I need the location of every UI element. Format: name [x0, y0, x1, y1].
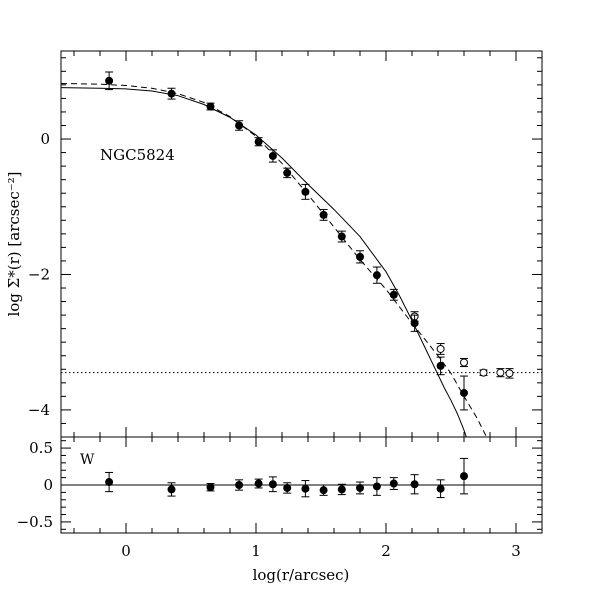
- y-tick-label: 0: [43, 476, 53, 494]
- x-axis-label: log(r/arcsec): [253, 566, 350, 584]
- bottom-ticks: [61, 437, 543, 533]
- x-tick-label: 2: [381, 542, 391, 560]
- open-point: [505, 369, 514, 378]
- open-point: [496, 368, 505, 377]
- filled-point: [268, 151, 277, 160]
- filled-point: [436, 484, 445, 493]
- filled-point: [167, 485, 176, 494]
- bottom-tick-labels: 0.5 0 −0.5 0 1 2 3: [17, 439, 521, 560]
- filled-point: [436, 361, 445, 370]
- filled-point: [319, 210, 328, 219]
- filled-point: [460, 388, 468, 397]
- filled-point: [254, 137, 263, 146]
- open-point: [479, 368, 488, 377]
- open-points: [410, 311, 514, 379]
- filled-point: [268, 480, 277, 489]
- x-tick-label: 1: [251, 542, 261, 560]
- filled-point: [356, 483, 364, 492]
- filled-point: [235, 121, 244, 130]
- open-point: [460, 358, 468, 367]
- y-tick-label: 0.5: [29, 439, 53, 457]
- filled-point: [105, 76, 114, 85]
- filled-point: [410, 319, 419, 328]
- filled-point: [356, 252, 364, 261]
- open-point: [436, 344, 445, 353]
- filled-point: [460, 472, 468, 481]
- filled-point: [389, 290, 398, 299]
- y-tick-label: −4: [28, 401, 50, 419]
- filled-point: [337, 485, 346, 494]
- y-axis-label: log Σ*(r) [arcsec⁻²]: [5, 171, 23, 316]
- filled-point: [389, 479, 398, 488]
- top-tick-labels: 0 −2 −4: [28, 130, 50, 419]
- residual-label: W: [80, 452, 95, 468]
- object-label: NGC5824: [100, 146, 175, 164]
- filled-point: [337, 232, 346, 241]
- bottom-panel: 0.5 0 −0.5 0 1 2 3 W log(r/arcsec): [17, 436, 543, 584]
- y-tick-label: 0: [40, 130, 50, 148]
- x-tick-label: 3: [511, 542, 521, 560]
- filled-point: [410, 480, 419, 489]
- residual-points: [105, 457, 468, 499]
- filled-point: [105, 478, 114, 487]
- filled-point: [301, 187, 310, 196]
- filled-points: [105, 71, 468, 411]
- filled-point: [254, 479, 263, 488]
- filled-point: [206, 102, 215, 111]
- y-tick-label: −2: [28, 265, 50, 283]
- filled-point: [372, 271, 381, 280]
- filled-point: [372, 482, 381, 491]
- filled-point: [283, 168, 292, 177]
- y-tick-label: −0.5: [17, 513, 53, 531]
- filled-point: [283, 483, 292, 492]
- filled-point: [235, 481, 244, 489]
- filled-point: [319, 486, 328, 495]
- top-ticks: [61, 51, 543, 438]
- filled-point: [206, 483, 215, 492]
- top-panel: 0 −2 −4 NGC5824 log Σ*(r) [arcsec⁻²]: [5, 50, 543, 438]
- filled-point: [167, 89, 176, 98]
- x-tick-label: 0: [121, 542, 131, 560]
- filled-point: [301, 484, 310, 493]
